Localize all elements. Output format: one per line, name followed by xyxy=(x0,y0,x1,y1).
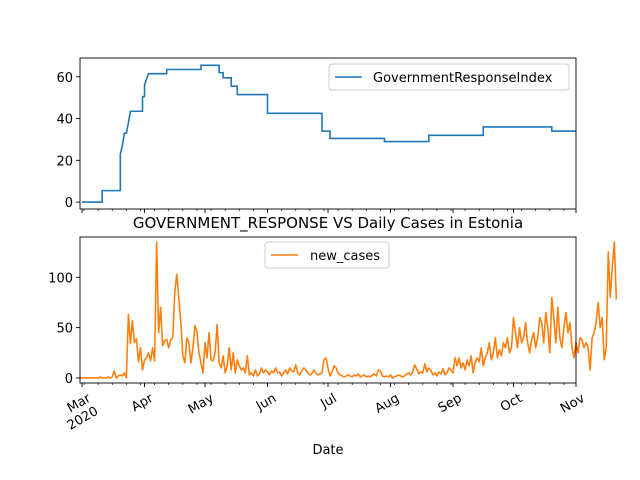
top-y-tick-label: 0 xyxy=(65,196,73,211)
government-response-index-line xyxy=(82,64,576,203)
x-tick-label: Sep xyxy=(436,391,465,416)
x-tick-label-line: Apr xyxy=(129,391,157,416)
top-x-ticks xyxy=(81,209,577,213)
x-tick-label-line: Nov xyxy=(558,391,588,417)
bottom-y-tick-label: 100 xyxy=(48,271,73,286)
x-tick-label-line: May xyxy=(186,391,217,418)
x-tick-label-line: Jul xyxy=(318,391,340,412)
x-tick-label: Jul xyxy=(318,391,340,412)
x-tick-label: Apr xyxy=(129,391,157,416)
x-axis-label: Date xyxy=(312,443,343,458)
x-tick-label: Oct xyxy=(498,391,525,415)
top-legend-box xyxy=(328,63,570,91)
x-tick-label: Nov xyxy=(558,391,588,417)
x-tick-label-line: Jun xyxy=(253,391,279,415)
bottom-plot-frame xyxy=(79,236,577,384)
top-y-tick-label: 20 xyxy=(56,154,73,169)
bottom-legend: new_cases xyxy=(264,241,390,269)
top-legend: GovernmentResponseIndex xyxy=(328,63,570,91)
bottom-y-tick-label: 50 xyxy=(56,322,73,337)
chart-title: GOVERNMENT_RESPONSE VS Daily Cases in Es… xyxy=(133,214,523,233)
top-y-ticks: 0 20 40 60 xyxy=(56,71,80,211)
x-tick-label: Jun xyxy=(253,391,279,415)
top-plot-frame xyxy=(79,57,577,210)
top-y-tick-label: 60 xyxy=(56,71,73,86)
top-legend-label: GovernmentResponseIndex xyxy=(373,71,553,86)
bottom-legend-box xyxy=(264,241,390,269)
x-tick-label-line: Aug xyxy=(373,391,402,417)
bottom-y-ticks: 0 50 100 xyxy=(48,271,80,387)
new-cases-line xyxy=(80,241,618,379)
x-tick-label-line: Sep xyxy=(436,391,465,416)
top-y-tick-label: 40 xyxy=(56,113,73,128)
x-tick-label: Aug xyxy=(373,391,402,417)
top-panel: 0 20 40 60 GovernmentResponseIndex xyxy=(56,57,577,213)
bottom-legend-label: new_cases xyxy=(310,249,380,264)
bottom-y-tick-label: 0 xyxy=(65,372,73,387)
x-tick-label: May xyxy=(186,391,217,418)
x-tick-label-line: Oct xyxy=(498,391,525,415)
